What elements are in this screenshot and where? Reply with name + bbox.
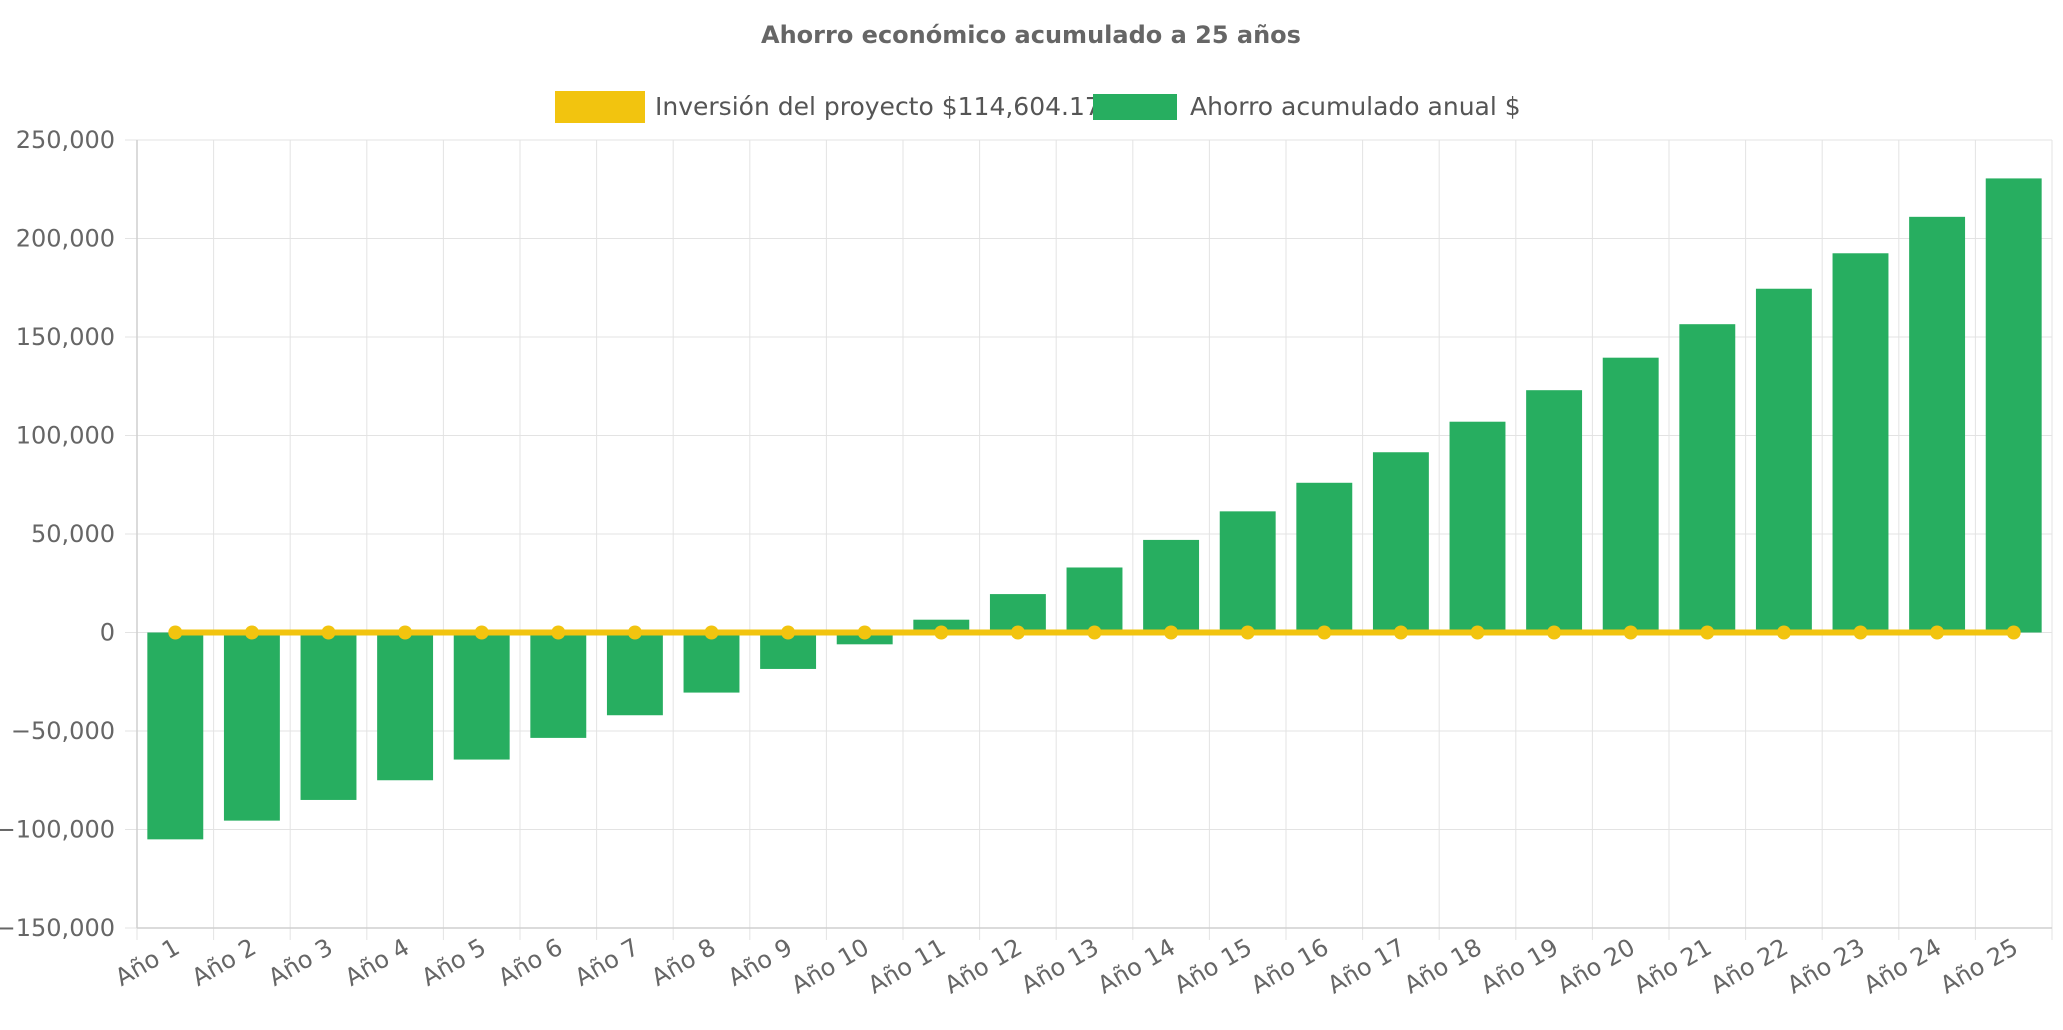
bar[interactable] (1909, 216, 1966, 633)
chart-title: Ahorro económico acumulado a 25 años (761, 21, 1301, 49)
x-tick-label: Año 13 (1016, 933, 1103, 999)
y-tick-label: −150,000 (0, 914, 115, 942)
x-tick-label: Año 24 (1859, 933, 1946, 999)
y-axis-ticks: 250,000 200,000 150,000 100,000 50,000 0 −50,0… (0, 126, 115, 942)
x-tick-label: Año 7 (570, 933, 644, 992)
bar[interactable] (1143, 539, 1200, 633)
line-point[interactable] (2006, 625, 2021, 640)
bar[interactable] (1219, 511, 1276, 633)
x-tick-label: Año 22 (1706, 933, 1793, 999)
x-tick-label: Año 9 (723, 933, 797, 992)
bar[interactable] (1449, 421, 1506, 633)
x-tick-label: Año 16 (1246, 933, 1333, 999)
bar[interactable] (377, 632, 434, 781)
x-tick-label: Año 8 (647, 933, 721, 992)
line-series (168, 625, 2021, 640)
x-tick-label: Año 18 (1399, 933, 1486, 999)
legend-item-savings[interactable]: Ahorro acumulado anual $ (1093, 92, 1521, 121)
line-point[interactable] (1700, 625, 1715, 640)
legend-label-savings: Ahorro acumulado anual $ (1190, 92, 1521, 121)
x-axis-ticks: Año 1 Año 2 Año 3 Año 4 Año 5 Año 6 Año 7 Año 8… (110, 933, 2022, 999)
bar[interactable] (1602, 357, 1659, 633)
bar[interactable] (300, 632, 357, 800)
bar[interactable] (530, 632, 587, 738)
line-point[interactable] (398, 625, 413, 640)
x-tick-label: Año 14 (1093, 933, 1180, 999)
line-point[interactable] (474, 625, 489, 640)
bar[interactable] (1526, 390, 1583, 633)
line-point[interactable] (1393, 625, 1408, 640)
bar[interactable] (1066, 567, 1123, 633)
line-point[interactable] (857, 625, 872, 640)
line-point[interactable] (1853, 625, 1868, 640)
legend: Inversión del proyecto $114,604.17 Ahorr… (555, 91, 1521, 123)
y-tick-label: −100,000 (0, 816, 115, 844)
line-point[interactable] (704, 625, 719, 640)
x-tick-label: Año 2 (187, 933, 261, 992)
x-tick-label: Año 25 (1936, 933, 2023, 999)
x-tick-label: Año 23 (1782, 933, 1869, 999)
x-tick-label: Año 6 (493, 933, 567, 992)
line-point[interactable] (1087, 625, 1102, 640)
line-point[interactable] (1240, 625, 1255, 640)
y-tick-label: −50,000 (11, 717, 115, 745)
line-point[interactable] (168, 625, 183, 640)
line-point[interactable] (1623, 625, 1638, 640)
line-point[interactable] (1010, 625, 1025, 640)
y-tick-label: 200,000 (16, 225, 115, 253)
bar[interactable] (147, 632, 204, 840)
line-point[interactable] (321, 625, 336, 640)
line-point[interactable] (1776, 625, 1791, 640)
line-point[interactable] (1317, 625, 1332, 640)
legend-item-investment[interactable]: Inversión del proyecto $114,604.17 (555, 91, 1101, 123)
legend-swatch-savings (1093, 94, 1177, 120)
x-tick-label: Año 3 (264, 933, 338, 992)
bar[interactable] (223, 632, 280, 821)
y-tick-label: 150,000 (16, 323, 115, 351)
x-tick-label: Año 21 (1629, 933, 1716, 999)
x-tick-label: Año 12 (940, 933, 1027, 999)
y-tick-label: 100,000 (16, 422, 115, 450)
bar[interactable] (453, 632, 510, 760)
bar[interactable] (1985, 178, 2042, 633)
line-point[interactable] (1930, 625, 1945, 640)
bar[interactable] (1372, 452, 1429, 633)
x-tick-label: Año 10 (787, 933, 874, 999)
x-tick-label: Año 17 (1323, 933, 1410, 999)
y-tick-label: 0 (100, 619, 115, 647)
x-tick-label: Año 20 (1553, 933, 1640, 999)
line-point[interactable] (1547, 625, 1562, 640)
line-point[interactable] (1470, 625, 1485, 640)
line-point[interactable] (781, 625, 796, 640)
x-tick-label: Año 4 (340, 933, 414, 992)
x-tick-label: Año 1 (110, 933, 184, 992)
bar[interactable] (1679, 324, 1736, 633)
line-point[interactable] (551, 625, 566, 640)
line-point[interactable] (627, 625, 642, 640)
x-tick-label: Año 5 (417, 933, 491, 992)
line-point[interactable] (934, 625, 949, 640)
bar[interactable] (1832, 253, 1889, 633)
line-point[interactable] (1164, 625, 1179, 640)
legend-swatch-investment (555, 91, 645, 123)
y-tick-label: 50,000 (31, 520, 115, 548)
bar[interactable] (1755, 288, 1812, 633)
bar[interactable] (606, 632, 663, 716)
bar-series (147, 178, 2042, 840)
line-point[interactable] (244, 625, 259, 640)
x-tick-label: Año 11 (863, 933, 950, 999)
y-tick-label: 250,000 (16, 126, 115, 154)
bar[interactable] (1296, 482, 1353, 633)
bar[interactable] (683, 632, 740, 693)
x-tick-label: Año 19 (1476, 933, 1563, 999)
legend-label-investment: Inversión del proyecto $114,604.17 (655, 92, 1101, 121)
x-tick-label: Año 15 (1170, 933, 1257, 999)
